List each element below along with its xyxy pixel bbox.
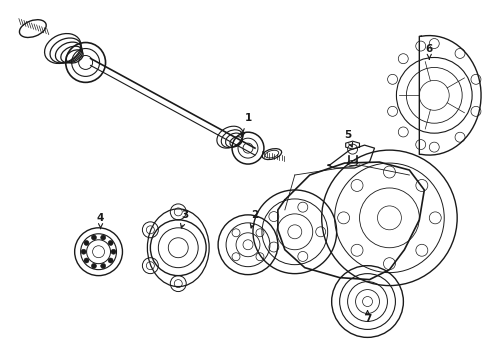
Circle shape	[81, 249, 86, 254]
Circle shape	[92, 235, 97, 240]
Text: 2: 2	[250, 210, 259, 228]
Text: 6: 6	[426, 44, 433, 59]
Text: 3: 3	[180, 210, 189, 228]
Circle shape	[92, 264, 97, 269]
Text: 1: 1	[241, 113, 251, 136]
Text: 7: 7	[364, 311, 371, 324]
Circle shape	[111, 249, 116, 254]
Circle shape	[100, 235, 106, 240]
Circle shape	[108, 258, 113, 263]
Circle shape	[108, 240, 113, 246]
Text: 4: 4	[97, 213, 104, 229]
Text: 5: 5	[344, 130, 353, 147]
Circle shape	[84, 258, 89, 263]
Circle shape	[100, 264, 106, 269]
Circle shape	[84, 240, 89, 246]
